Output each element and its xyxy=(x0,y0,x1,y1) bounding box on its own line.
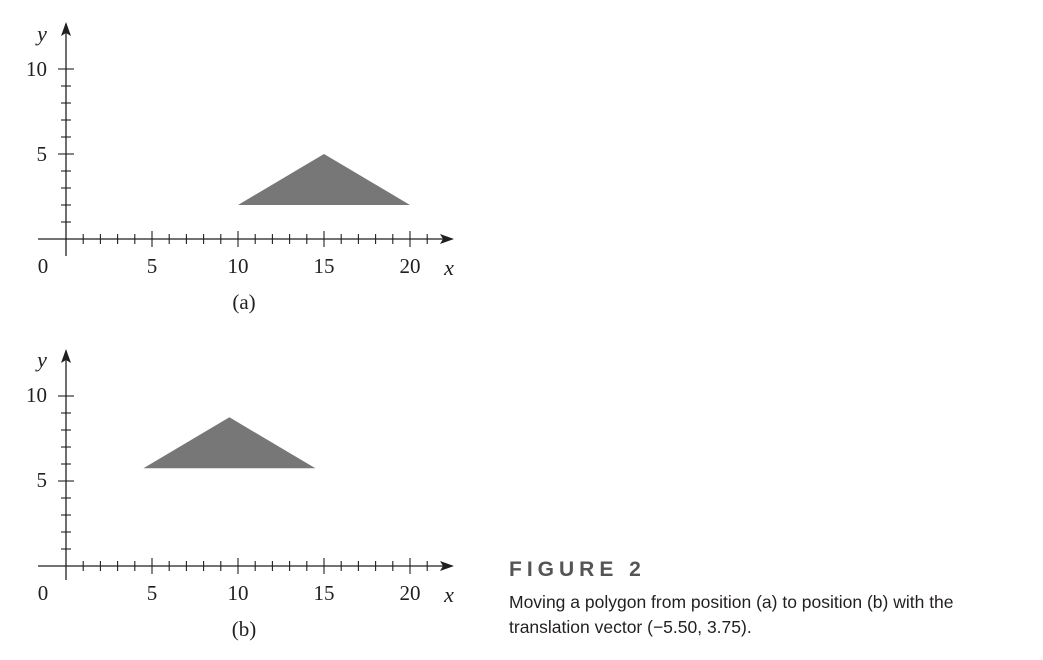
x-tick-label-20-b: 20 xyxy=(400,581,421,605)
x-tick-label-0-b: 0 xyxy=(38,581,49,605)
y-axis-label-a: y xyxy=(35,21,47,46)
x-axis-label-a: x xyxy=(443,255,454,280)
polygon-b xyxy=(143,417,315,468)
x-axis-label-b: x xyxy=(443,582,454,607)
x-tick-label-5-a: 5 xyxy=(147,254,158,278)
x-tick-label-0-a: 0 xyxy=(38,254,49,278)
y-tick-label-10-b: 10 xyxy=(26,383,47,407)
panel-a: 0 5 10 15 20 x 5 10 y (a) xyxy=(26,21,454,314)
y-tick-label-5-b: 5 xyxy=(37,468,48,492)
x-tick-label-5-b: 5 xyxy=(147,581,158,605)
x-tick-label-10-a: 10 xyxy=(228,254,249,278)
x-ticks-a xyxy=(83,231,427,247)
polygon-a xyxy=(238,154,410,205)
panel-b: 0 5 10 15 20 x 5 10 y (b) xyxy=(26,347,454,641)
y-tick-label-10-a: 10 xyxy=(26,57,47,81)
figure-caption-text: Moving a polygon from position (a) to po… xyxy=(509,590,1039,640)
x-tick-label-10-b: 10 xyxy=(228,581,249,605)
panel-label-a: (a) xyxy=(232,290,255,314)
x-tick-label-15-a: 15 xyxy=(314,254,335,278)
figure-caption-title: FIGURE 2 xyxy=(509,558,646,582)
x-tick-label-20-a: 20 xyxy=(400,254,421,278)
panel-label-b: (b) xyxy=(232,617,257,641)
y-axis-label-b: y xyxy=(35,347,47,372)
x-ticks-b xyxy=(83,558,427,574)
y-tick-label-5-a: 5 xyxy=(37,142,48,166)
x-tick-label-15-b: 15 xyxy=(314,581,335,605)
